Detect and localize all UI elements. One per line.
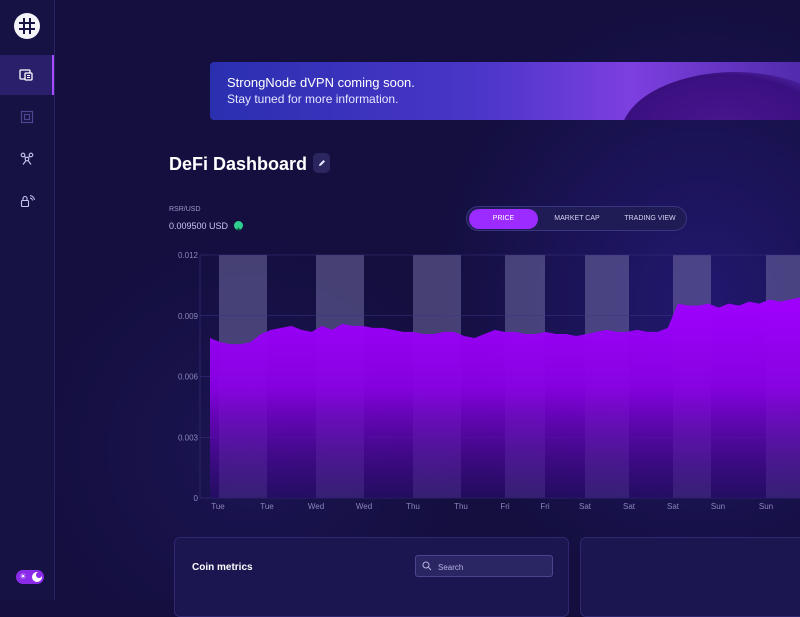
announcement-banner: StrongNode dVPN coming soon. Stay tuned … <box>210 62 800 120</box>
y-tick-label: 0 <box>194 494 199 503</box>
wallet-icon <box>19 69 33 81</box>
x-tick-label: Sat <box>579 502 592 511</box>
x-tick-label: Sun <box>759 502 773 511</box>
theme-toggle[interactable]: ☀ <box>16 570 44 584</box>
arrow-up-icon <box>236 227 241 231</box>
banner-headline: StrongNode dVPN coming soon. <box>227 75 415 90</box>
edit-dashboard-button[interactable] <box>313 153 330 173</box>
moon-icon <box>32 572 42 582</box>
price-change-indicator <box>234 221 243 231</box>
lock-signal-icon <box>20 195 35 208</box>
tab-price[interactable]: PRICE <box>469 209 538 229</box>
price-chart: 0.012 0.009 0.006 0.003 0 Tue Tue Wed Wed Thu Thu… <box>178 251 800 511</box>
node-icon <box>20 110 34 124</box>
ticker-pair: RSR/USD <box>169 206 201 213</box>
search-icon <box>422 561 432 571</box>
network-icon <box>20 152 34 165</box>
sidebar-item-vpn[interactable] <box>0 181 54 221</box>
tab-market-cap[interactable]: MARKET CAP <box>554 215 600 222</box>
x-tick-label: Sat <box>623 502 636 511</box>
y-tick-label: 0.006 <box>178 373 199 382</box>
x-tick-label: Tue <box>260 502 274 511</box>
x-tick-label: Sat <box>667 502 680 511</box>
tab-trading-view[interactable]: TRADING VIEW <box>624 215 676 222</box>
search-input[interactable] <box>436 559 550 575</box>
x-tick-label: Thu <box>454 502 468 511</box>
ticker-price: 0.009500 USD <box>169 221 229 231</box>
banner-subtext: Stay tuned for more information. <box>227 92 399 106</box>
secondary-card <box>580 537 800 617</box>
x-tick-label: Sun <box>711 502 725 511</box>
x-tick-label: Wed <box>308 502 324 511</box>
sidebar-item-network[interactable] <box>0 139 54 179</box>
strongnode-logo[interactable] <box>14 13 40 39</box>
search-box <box>415 555 553 577</box>
x-tick-label: Tue <box>211 502 225 511</box>
x-tick-label: Thu <box>406 502 420 511</box>
sidebar-item-node[interactable] <box>0 97 54 137</box>
coin-metrics-card: Coin metrics <box>174 537 569 617</box>
sidebar: ☀ <box>0 0 55 600</box>
chart-view-tabs: PRICE MARKET CAP TRADING VIEW <box>466 206 687 231</box>
y-tick-label: 0.012 <box>178 251 199 260</box>
price-area-series <box>210 297 800 498</box>
x-tick-label: Fri <box>540 502 550 511</box>
coin-metrics-title: Coin metrics <box>192 562 253 573</box>
sun-icon: ☀ <box>19 572 27 581</box>
pencil-icon <box>318 160 325 166</box>
x-tick-label: Wed <box>356 502 372 511</box>
y-tick-label: 0.009 <box>178 312 199 321</box>
sidebar-item-wallet[interactable] <box>0 55 54 95</box>
page-title: DeFi Dashboard <box>169 154 308 174</box>
x-tick-label: Fri <box>500 502 510 511</box>
y-tick-label: 0.003 <box>178 433 199 442</box>
